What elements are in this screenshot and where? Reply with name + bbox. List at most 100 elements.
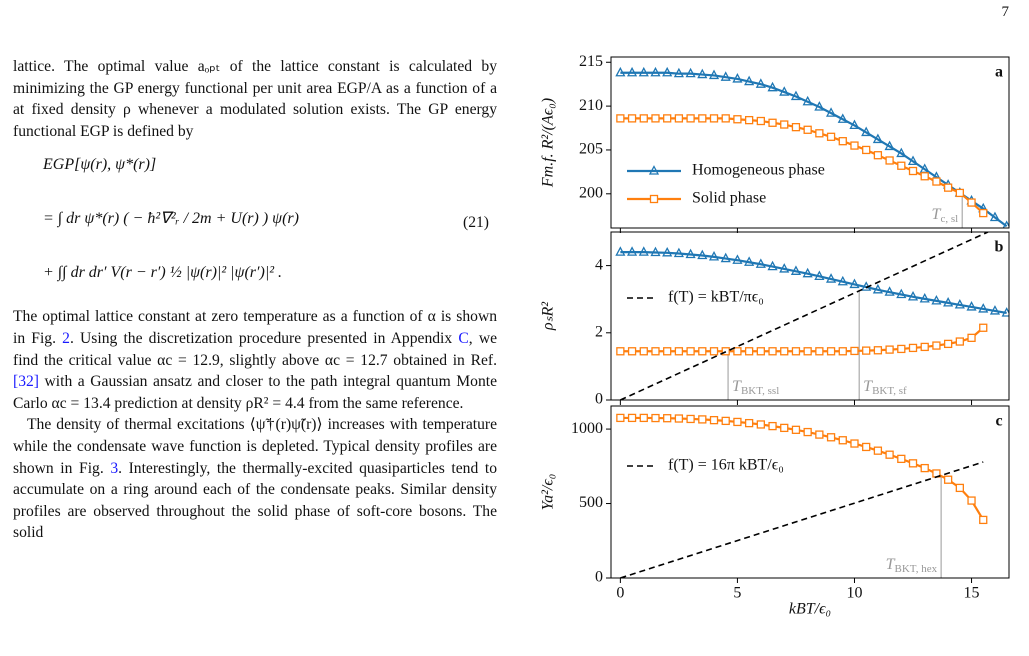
data-point [698, 347, 707, 356]
data-point [615, 66, 626, 77]
y-tick-label: 200 [579, 184, 603, 201]
data-point [814, 101, 825, 111]
data-point [862, 145, 871, 155]
data-point [908, 459, 918, 468]
data-point [674, 347, 684, 356]
page-number: 7 [1001, 4, 1010, 20]
data-point [908, 166, 918, 176]
annotation-label: TBKT, ssl [732, 378, 779, 397]
data-point [673, 247, 684, 258]
annotation-label: Tc, sl [932, 206, 959, 225]
data-point [966, 301, 977, 311]
annotation-subscript: BKT, ssl [741, 385, 779, 397]
data-point [979, 515, 988, 525]
data-point [686, 347, 695, 356]
data-point [674, 414, 684, 423]
plot-area [616, 413, 988, 578]
data-point [698, 415, 707, 424]
data-point [616, 347, 625, 356]
data-point [919, 292, 930, 303]
series-line [620, 251, 1007, 315]
data-point [967, 496, 976, 505]
x-tick-label: 10 [846, 585, 862, 602]
y-tick-label: 4 [595, 256, 603, 273]
data-point [884, 286, 895, 296]
text-run: The density of thermal excitations ⟨ψ̃†(… [13, 416, 497, 477]
data-point [685, 248, 696, 259]
text-column: lattice. The optimal value aₒₚₜ of the l… [13, 56, 497, 544]
data-point [721, 114, 730, 123]
data-point [826, 433, 836, 442]
annotation-symbol: T [886, 556, 896, 573]
data-point [955, 337, 964, 346]
data-point [639, 413, 648, 423]
data-point [779, 263, 790, 273]
y-axis-label: ρₛR² [540, 301, 557, 331]
data-point [885, 156, 894, 165]
annotation-symbol: T [932, 206, 942, 223]
data-point [780, 120, 789, 129]
equation: EGP[ψ(r), ψ*(r)] = ∫ dr ψ*(r) ( − ħ²∇²ᵣ … [13, 150, 497, 300]
legend-label: f(T) = kBT/πϵ₀ [668, 289, 764, 306]
y-axis-label: Ya²/ϵ₀ [540, 474, 557, 511]
data-point [721, 416, 730, 426]
data-point [920, 463, 929, 473]
reference-link[interactable]: 3 [110, 459, 119, 477]
data-point [709, 114, 719, 123]
data-point [979, 208, 988, 218]
reference-link[interactable]: [32] [13, 373, 39, 391]
data-point [838, 137, 847, 146]
series-line [620, 71, 1008, 228]
x-tick-label: 15 [964, 585, 980, 602]
data-point [837, 113, 848, 123]
data-point [896, 288, 907, 299]
y-tick-label: 0 [595, 569, 603, 586]
data-point [802, 95, 813, 106]
panel: 200 205 210 215 Fm.f. R²/(Aϵ₀) a Tc, sl Homogen… [540, 53, 1010, 233]
data-point [755, 258, 766, 268]
data-point [826, 132, 836, 141]
data-point [873, 346, 883, 355]
data-point [884, 140, 895, 151]
data-point [849, 278, 860, 289]
data-point [638, 66, 649, 77]
data-point [862, 346, 871, 355]
data-point [873, 446, 883, 455]
data-point [733, 115, 742, 124]
data-point [768, 421, 777, 431]
data-point [744, 115, 754, 125]
data-point [779, 86, 790, 96]
data-point [814, 270, 825, 281]
data-point [989, 305, 1001, 315]
panel-label: b [995, 239, 1004, 256]
data-point [897, 344, 906, 354]
data-point [850, 346, 859, 356]
text-run: with a Gaussian ansatz and closer to the… [13, 373, 497, 412]
data-point [663, 414, 672, 423]
annotation-symbol: T [863, 378, 873, 395]
data-point [954, 299, 965, 309]
paragraph: lattice. The optimal value aₒₚₜ of the l… [13, 56, 497, 142]
data-point [709, 415, 719, 425]
data-point [662, 66, 673, 77]
data-point [885, 345, 894, 354]
data-point [780, 423, 789, 433]
data-point [979, 323, 988, 332]
reference-link[interactable]: 2 [62, 329, 70, 347]
data-point [955, 483, 964, 493]
data-point [616, 413, 625, 423]
data-point [627, 347, 637, 356]
data-point [838, 436, 847, 445]
data-point [744, 75, 755, 86]
x-tick-label: 0 [616, 585, 624, 602]
equation-number: (21) [463, 214, 489, 232]
reference-link[interactable]: C [458, 329, 469, 347]
data-point [732, 73, 743, 83]
data-point [932, 341, 941, 350]
data-point [767, 81, 778, 92]
panel: 0 500 1000 0 5 10 15 kBT/ϵ₀ Ya²/ϵ₀ c TBKT, hex f(T)… [540, 405, 1010, 618]
data-point [720, 71, 731, 81]
data-point [626, 246, 638, 256]
